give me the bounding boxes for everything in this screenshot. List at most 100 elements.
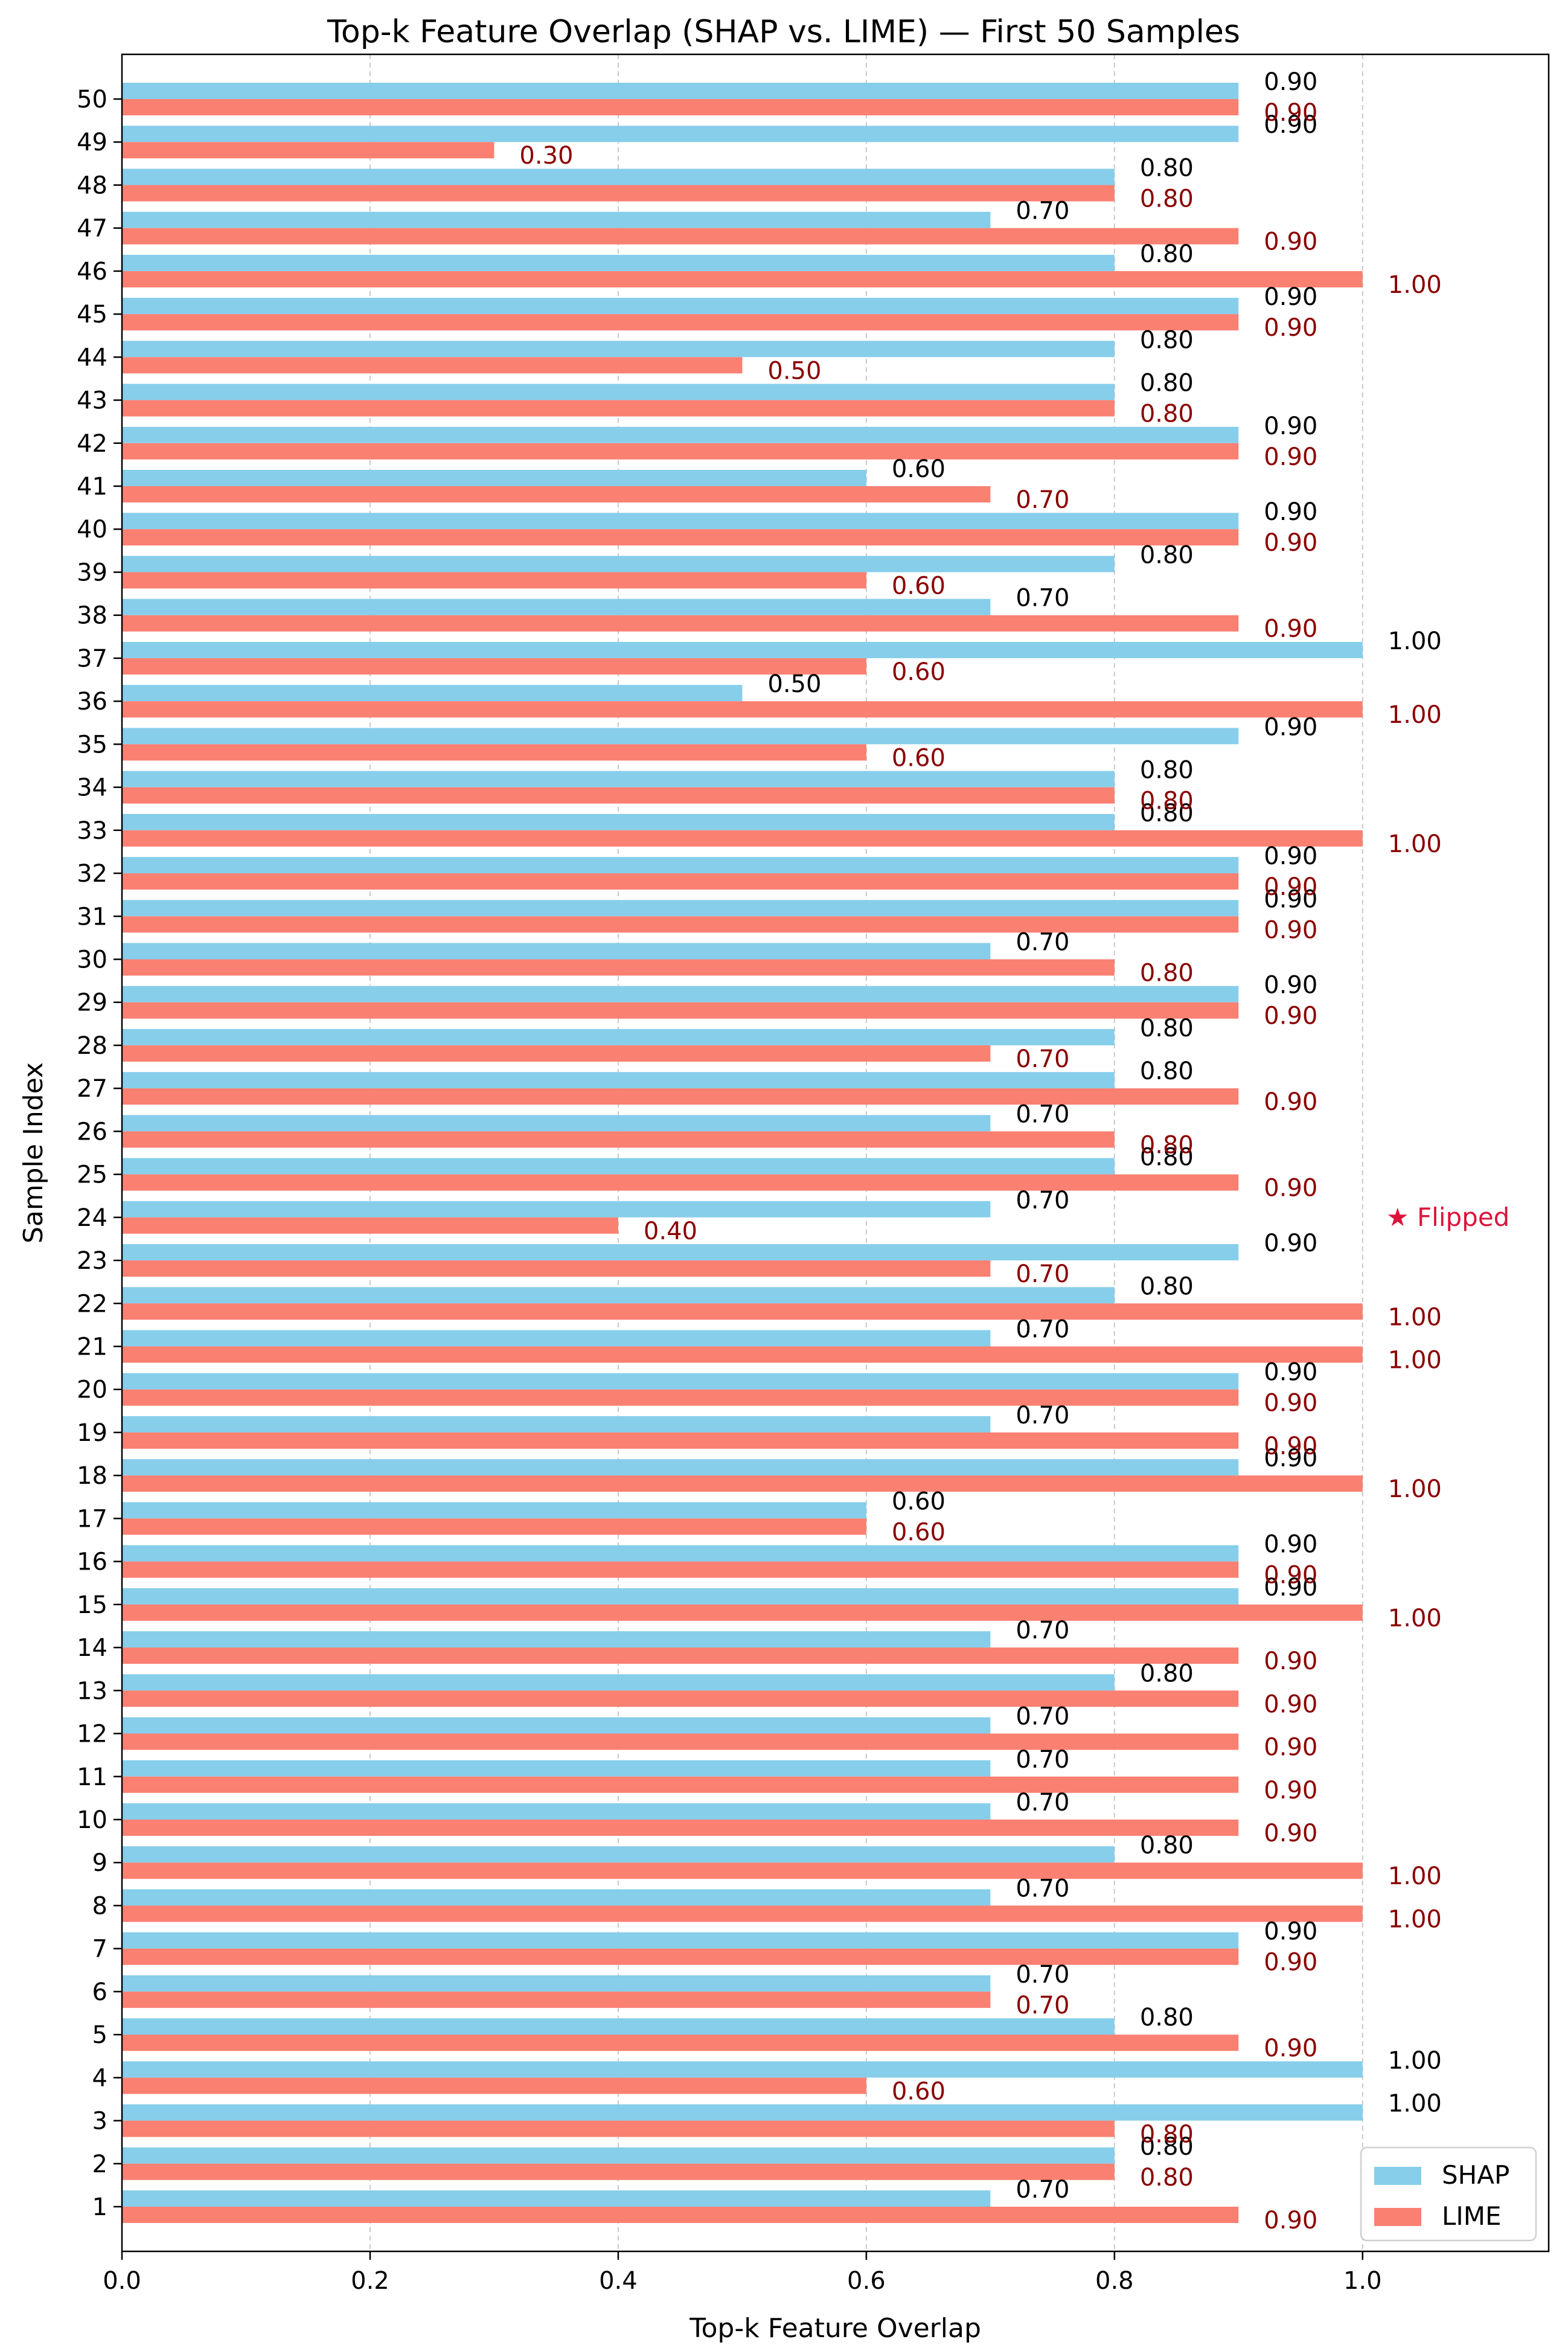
lime-bar: [122, 1604, 1363, 1621]
lime-value-label: 0.90: [1264, 2035, 1317, 2062]
shap-bar: [122, 1158, 1115, 1175]
lime-value-label: 0.90: [1264, 916, 1317, 944]
lime-bar: [122, 1905, 1363, 1922]
lime-value-label: 0.80: [1140, 2164, 1194, 2192]
lime-bar: [122, 1862, 1363, 1879]
shap-bar: [122, 1545, 1239, 1562]
lime-value-label: 0.90: [1264, 615, 1317, 643]
shap-value-label: 0.90: [1264, 972, 1317, 999]
lime-bar: [122, 357, 743, 374]
lime-value-label: 0.90: [1264, 1734, 1317, 1762]
lime-value-label: 0.90: [1264, 1002, 1317, 1030]
y-tick-label: 18: [77, 1462, 107, 1490]
legend-label: LIME: [1442, 2201, 1502, 2231]
lime-bar: [122, 1174, 1239, 1191]
lime-value-label: 0.90: [1264, 1562, 1317, 1589]
x-tick-label: 1.0: [1343, 2267, 1382, 2295]
shap-bar: [122, 1072, 1115, 1089]
lime-value-label: 1.00: [1388, 1475, 1442, 1503]
shap-value-label: 0.70: [1016, 1100, 1069, 1128]
lime-bar: [122, 959, 1115, 976]
shap-value-label: 0.80: [1140, 800, 1194, 827]
y-tick-label: 30: [77, 946, 107, 974]
shap-value-label: 0.90: [1264, 1359, 1317, 1387]
value-labels: 0.70 0.90 0.80 0.80 1.00 0.80 1.00 0.60 0.80 0.90…: [519, 68, 1441, 2234]
lime-value-label: 0.70: [1016, 1260, 1069, 1288]
shap-bar: [122, 943, 991, 960]
x-axis-ticks: 0.0 0.2 0.4 0.6 0.8 1.0: [103, 2251, 1382, 2295]
lime-bar: [122, 486, 991, 503]
shap-value-label: 1.00: [1388, 2090, 1442, 2118]
lime-value-label: 0.60: [892, 1518, 946, 1546]
legend-swatch: [1374, 2167, 1421, 2185]
legend-label: SHAP: [1442, 2160, 1509, 2190]
y-tick-label: 19: [77, 1419, 107, 1447]
lime-value-label: 1.00: [1388, 1905, 1442, 1933]
lime-value-label: 1.00: [1388, 1862, 1442, 1890]
shap-value-label: 0.90: [1264, 1574, 1317, 1602]
y-tick-label: 35: [77, 731, 107, 759]
y-tick-label: 8: [92, 1892, 107, 1920]
shap-value-label: 0.90: [1264, 1230, 1317, 1257]
shap-value-label: 0.60: [892, 455, 946, 483]
lime-value-label: 1.00: [1388, 1303, 1442, 1331]
lime-value-label: 0.60: [892, 2077, 946, 2105]
lime-bar: [122, 142, 494, 159]
lime-bar: [122, 271, 1363, 287]
shap-bar: [122, 2147, 1115, 2164]
lime-bar: [122, 1991, 991, 2008]
lime-value-label: 0.90: [1264, 1432, 1317, 1460]
shap-bar: [122, 728, 1239, 745]
lime-bar: [122, 1432, 1239, 1449]
y-tick-label: 16: [77, 1548, 107, 1576]
shap-bar: [122, 211, 991, 228]
lime-bar: [122, 1002, 1239, 1019]
lime-bar: [122, 443, 1239, 460]
lime-bar: [122, 1303, 1363, 1320]
shap-bar: [122, 1717, 991, 1734]
shap-value-label: 0.80: [1140, 1057, 1194, 1085]
shap-bar: [122, 598, 991, 615]
lime-value-label: 1.00: [1388, 1347, 1442, 1374]
lime-bar: [122, 1260, 991, 1277]
shap-value-label: 0.70: [1016, 2176, 1069, 2204]
shap-bar: [122, 1502, 866, 1519]
lime-bar: [122, 916, 1239, 933]
shap-bar: [122, 383, 1115, 400]
y-tick-label: 42: [77, 430, 107, 458]
y-tick-label: 46: [77, 258, 107, 286]
y-tick-label: 50: [77, 86, 107, 114]
lime-bar: [122, 1346, 1363, 1363]
shap-value-label: 0.80: [1140, 757, 1194, 784]
lime-bar: [122, 615, 1239, 632]
lime-bar: [122, 2163, 1115, 2180]
lime-value-label: 1.00: [1388, 1605, 1442, 1632]
shap-bar: [122, 685, 743, 702]
y-tick-label: 45: [77, 301, 107, 329]
y-tick-label: 34: [77, 774, 107, 802]
lime-bar: [122, 1733, 1239, 1750]
lime-bar: [122, 400, 1115, 417]
x-axis-label: Top-k Feature Overlap: [689, 2313, 981, 2344]
y-tick-label: 49: [77, 129, 107, 156]
shap-bar: [122, 1760, 991, 1777]
lime-value-label: 0.60: [892, 572, 946, 600]
lime-value-label: 0.70: [1016, 1992, 1069, 2019]
shap-value-label: 0.90: [1264, 68, 1317, 96]
lime-bar: [122, 744, 866, 761]
lime-value-label: 0.80: [1140, 1131, 1194, 1159]
shap-bar: [122, 1674, 1115, 1691]
y-tick-label: 44: [77, 344, 107, 371]
shap-bar: [122, 2061, 1363, 2078]
shap-bar: [122, 556, 1115, 573]
lime-value-label: 0.30: [519, 142, 573, 170]
shap-bar: [122, 1244, 1239, 1261]
shap-bar: [122, 2104, 1363, 2121]
lime-bar: [122, 1819, 1239, 1836]
lime-value-label: 0.90: [1264, 99, 1317, 127]
y-tick-label: 31: [77, 903, 107, 931]
legend-swatch: [1374, 2208, 1421, 2226]
y-tick-label: 12: [77, 1721, 107, 1748]
lime-bar: [122, 2035, 1239, 2051]
y-tick-label: 24: [77, 1204, 107, 1232]
